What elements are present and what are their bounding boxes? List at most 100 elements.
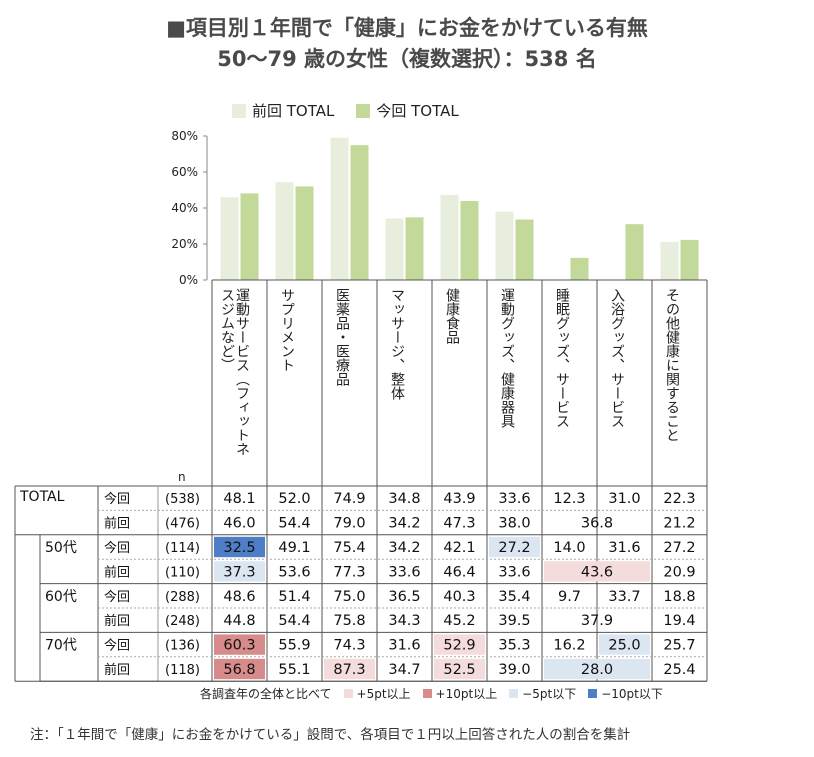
chart-title: ■項目別１年間で「健康」にお金をかけている有無 (166, 16, 648, 40)
category-label: その他健康に関すること (664, 288, 680, 442)
table-cell: 22.3 (663, 491, 695, 507)
table-cell: 27.2 (663, 540, 695, 556)
table-cell: 54.4 (278, 613, 310, 629)
table-cell: 39.0 (498, 662, 530, 678)
table-cell: 51.4 (278, 589, 310, 605)
table-cell: 25.0 (608, 638, 640, 654)
row-n-value: (136) (165, 639, 200, 654)
bar-curr (680, 239, 699, 280)
table-cell: 52.0 (278, 491, 310, 507)
table-cell: 33.6 (498, 491, 530, 507)
bar-curr (295, 186, 314, 280)
row-group-label: 60代 (45, 589, 77, 605)
row-n-value: (538) (165, 492, 200, 507)
legend-swatch-curr (356, 103, 371, 118)
row-sub-label: 今回 (104, 638, 130, 654)
bar-curr (570, 257, 589, 280)
table-cell: 34.3 (388, 613, 420, 629)
row-n-value: (114) (165, 541, 200, 556)
highlight-legend-label: −10pt以下 (601, 687, 663, 701)
legend-label-curr: 今回 TOTAL (376, 102, 459, 120)
row-sub-label: 今回 (104, 540, 130, 556)
table-cell: 45.2 (443, 613, 475, 629)
table-cell: 35.3 (498, 638, 530, 654)
row-n-value: (118) (165, 663, 200, 678)
highlight-cell (214, 536, 265, 558)
bar-prev (660, 241, 679, 280)
row-n-value: (288) (165, 590, 200, 605)
table-cell: 35.4 (498, 589, 530, 605)
table-cell: 14.0 (553, 540, 585, 556)
highlight-cell (599, 634, 650, 655)
table-cell: 75.8 (333, 613, 365, 629)
bar-prev (495, 211, 514, 280)
category-label: マッサージ、整体 (389, 288, 405, 400)
table-cell: 32.5 (223, 540, 255, 556)
table-cell: 25.7 (663, 638, 695, 654)
highlight-legend-label: +10pt以上 (435, 687, 498, 701)
table-cell: 87.3 (333, 662, 365, 678)
row-sub-label: 前回 (104, 564, 130, 580)
category-label: 健康食品 (444, 288, 460, 344)
row-n-value: (476) (165, 517, 200, 532)
highlight-legend-swatch (509, 689, 519, 698)
category-label: スジムなど） (219, 288, 235, 372)
table-cell: 34.7 (388, 662, 420, 678)
table-cell: 47.3 (443, 516, 475, 532)
table-cell: 31.6 (608, 540, 640, 556)
table-cell: 9.7 (558, 589, 581, 605)
y-tick-label: 40% (171, 201, 198, 215)
row-group-label: TOTAL (19, 489, 65, 505)
row-sub-label: 前回 (104, 662, 130, 678)
table-cell: 52.9 (443, 638, 475, 654)
category-label: 運動グッズ、健康器具 (499, 288, 515, 428)
bar-prev (330, 137, 349, 280)
y-tick-label: 20% (171, 237, 198, 251)
bar-prev (385, 218, 404, 280)
table-cell: 33.6 (498, 564, 530, 580)
highlight-legend-item-plus5: +5pt以上 (343, 685, 411, 702)
table-cell: 27.2 (498, 540, 530, 556)
table-cell: 34.2 (388, 516, 420, 532)
table-cell: 28.0 (581, 662, 613, 678)
bar-curr (625, 224, 644, 280)
bar-curr (405, 217, 424, 280)
legend-swatch-prev (232, 103, 246, 118)
table-cell: 19.4 (663, 613, 695, 629)
category-label: サプリメント (279, 288, 295, 372)
table-cell: 36.8 (581, 516, 613, 532)
table-cell: 74.9 (333, 491, 365, 507)
highlight-cell (214, 634, 265, 655)
category-label: 睡眠グッズ、サービス (554, 288, 570, 428)
legend-label-prev: 前回 TOTAL (252, 102, 335, 120)
table-cell: 38.0 (498, 516, 530, 532)
table-cell: 33.7 (608, 589, 640, 605)
row-group-label: 50代 (45, 540, 77, 556)
highlight-legend-item-plus10: +10pt以上 (422, 685, 498, 702)
bar-prev (220, 197, 239, 280)
table-cell: 49.1 (278, 540, 310, 556)
bar-prev (440, 194, 459, 280)
bar-curr (515, 219, 534, 280)
row-sub-label: 今回 (104, 589, 130, 605)
table-cell: 52.5 (443, 662, 475, 678)
table-cell: 46.0 (223, 516, 255, 532)
category-label: 入浴グッズ、サービス (609, 288, 625, 428)
bar-prev (275, 182, 294, 280)
row-sub-label: 前回 (104, 613, 130, 629)
y-tick-label: 0% (179, 273, 198, 287)
row-group-label: 70代 (45, 638, 77, 654)
highlight-legend: 各調査年の全体と比べて +5pt以上 +10pt以上 −5pt以下 −10pt以下 (200, 685, 663, 702)
table-cell: 53.6 (278, 564, 310, 580)
chart-legend: 前回 TOTAL 今回 TOTAL (232, 100, 459, 121)
bar-curr (460, 200, 479, 280)
table-cell: 37.9 (581, 613, 613, 629)
category-label: 医薬品・医療品 (334, 288, 350, 386)
highlight-legend-label: +5pt以上 (356, 687, 411, 701)
footnote: 注：「１年間で「健康」にお金をかけている」設問で、各項目で１円以上回答された人の… (30, 727, 631, 743)
highlight-cell (324, 658, 375, 680)
legend-item-curr: 今回 TOTAL (356, 100, 459, 121)
highlight-cell (214, 658, 265, 680)
table-cell: 18.8 (663, 589, 695, 605)
